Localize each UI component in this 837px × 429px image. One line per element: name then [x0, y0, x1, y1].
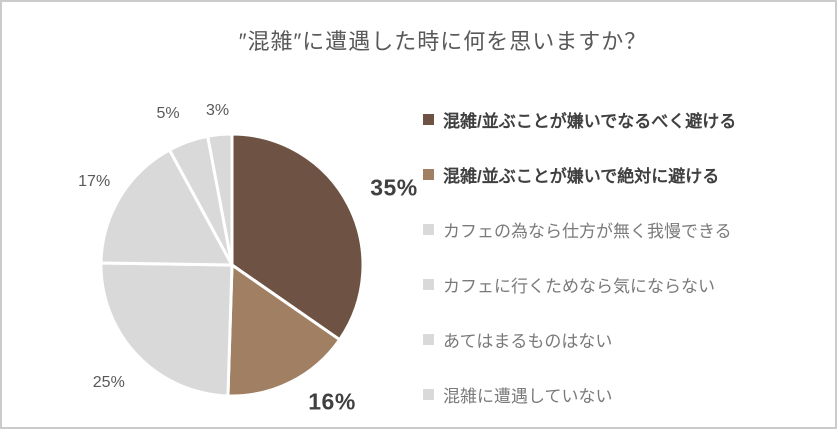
legend-item-4[interactable]: あてはまるものはない	[423, 328, 736, 351]
legend-swatch	[423, 113, 434, 125]
data-label-1: 16%	[308, 388, 356, 415]
legend-swatch	[423, 333, 434, 345]
legend-item-label: 混雑/並ぶことが嫌いでなるべく避ける	[443, 111, 737, 131]
legend-swatch	[423, 223, 434, 235]
pie-slice-3[interactable]	[99, 148, 234, 267]
legend: 混雑/並ぶことが嫌いでなるべく避ける 混雑/並ぶことが嫌いで絶対に避ける カフェ…	[423, 108, 737, 427]
pie-slice-0[interactable]	[230, 132, 365, 342]
legend-item-label: カフェに行くためなら気にならない	[443, 276, 715, 296]
chart-title: ″混雑″に遭遇した時に何を思いますか？	[238, 29, 648, 54]
data-label-0: 35%	[370, 174, 418, 201]
data-label-2: 25%	[92, 373, 125, 391]
legend-item-label: あてはまるものはない	[443, 331, 613, 351]
legend-swatch	[423, 168, 434, 180]
pie-slice-5[interactable]	[206, 132, 234, 267]
legend-item-3[interactable]: カフェに行くためなら気にならない	[423, 273, 736, 296]
legend-item-label: カフェの為なら仕方が無く我慢できる	[443, 221, 732, 241]
legend-swatch	[423, 388, 434, 400]
legend-item-label: 混雑に遭遇していない	[443, 386, 613, 406]
legend-swatch	[423, 278, 434, 290]
pie-slice-2[interactable]	[99, 261, 234, 398]
legend-item-0[interactable]: 混雑/並ぶことが嫌いでなるべく避ける	[423, 108, 737, 131]
legend-item-1[interactable]: 混雑/並ぶことが嫌いで絶対に避ける	[423, 163, 736, 186]
legend-item-5[interactable]: 混雑に遭遇していない	[423, 383, 736, 406]
legend-item-2[interactable]: カフェの為なら仕方が無く我慢できる	[423, 218, 736, 241]
pie-slice-1[interactable]	[226, 263, 342, 398]
data-label-4: 5%	[156, 104, 180, 122]
legend-item-label: 混雑/並ぶことが嫌いで絶対に避ける	[443, 166, 720, 186]
data-label-5: 3%	[206, 102, 230, 120]
data-label-3: 17%	[78, 172, 111, 190]
